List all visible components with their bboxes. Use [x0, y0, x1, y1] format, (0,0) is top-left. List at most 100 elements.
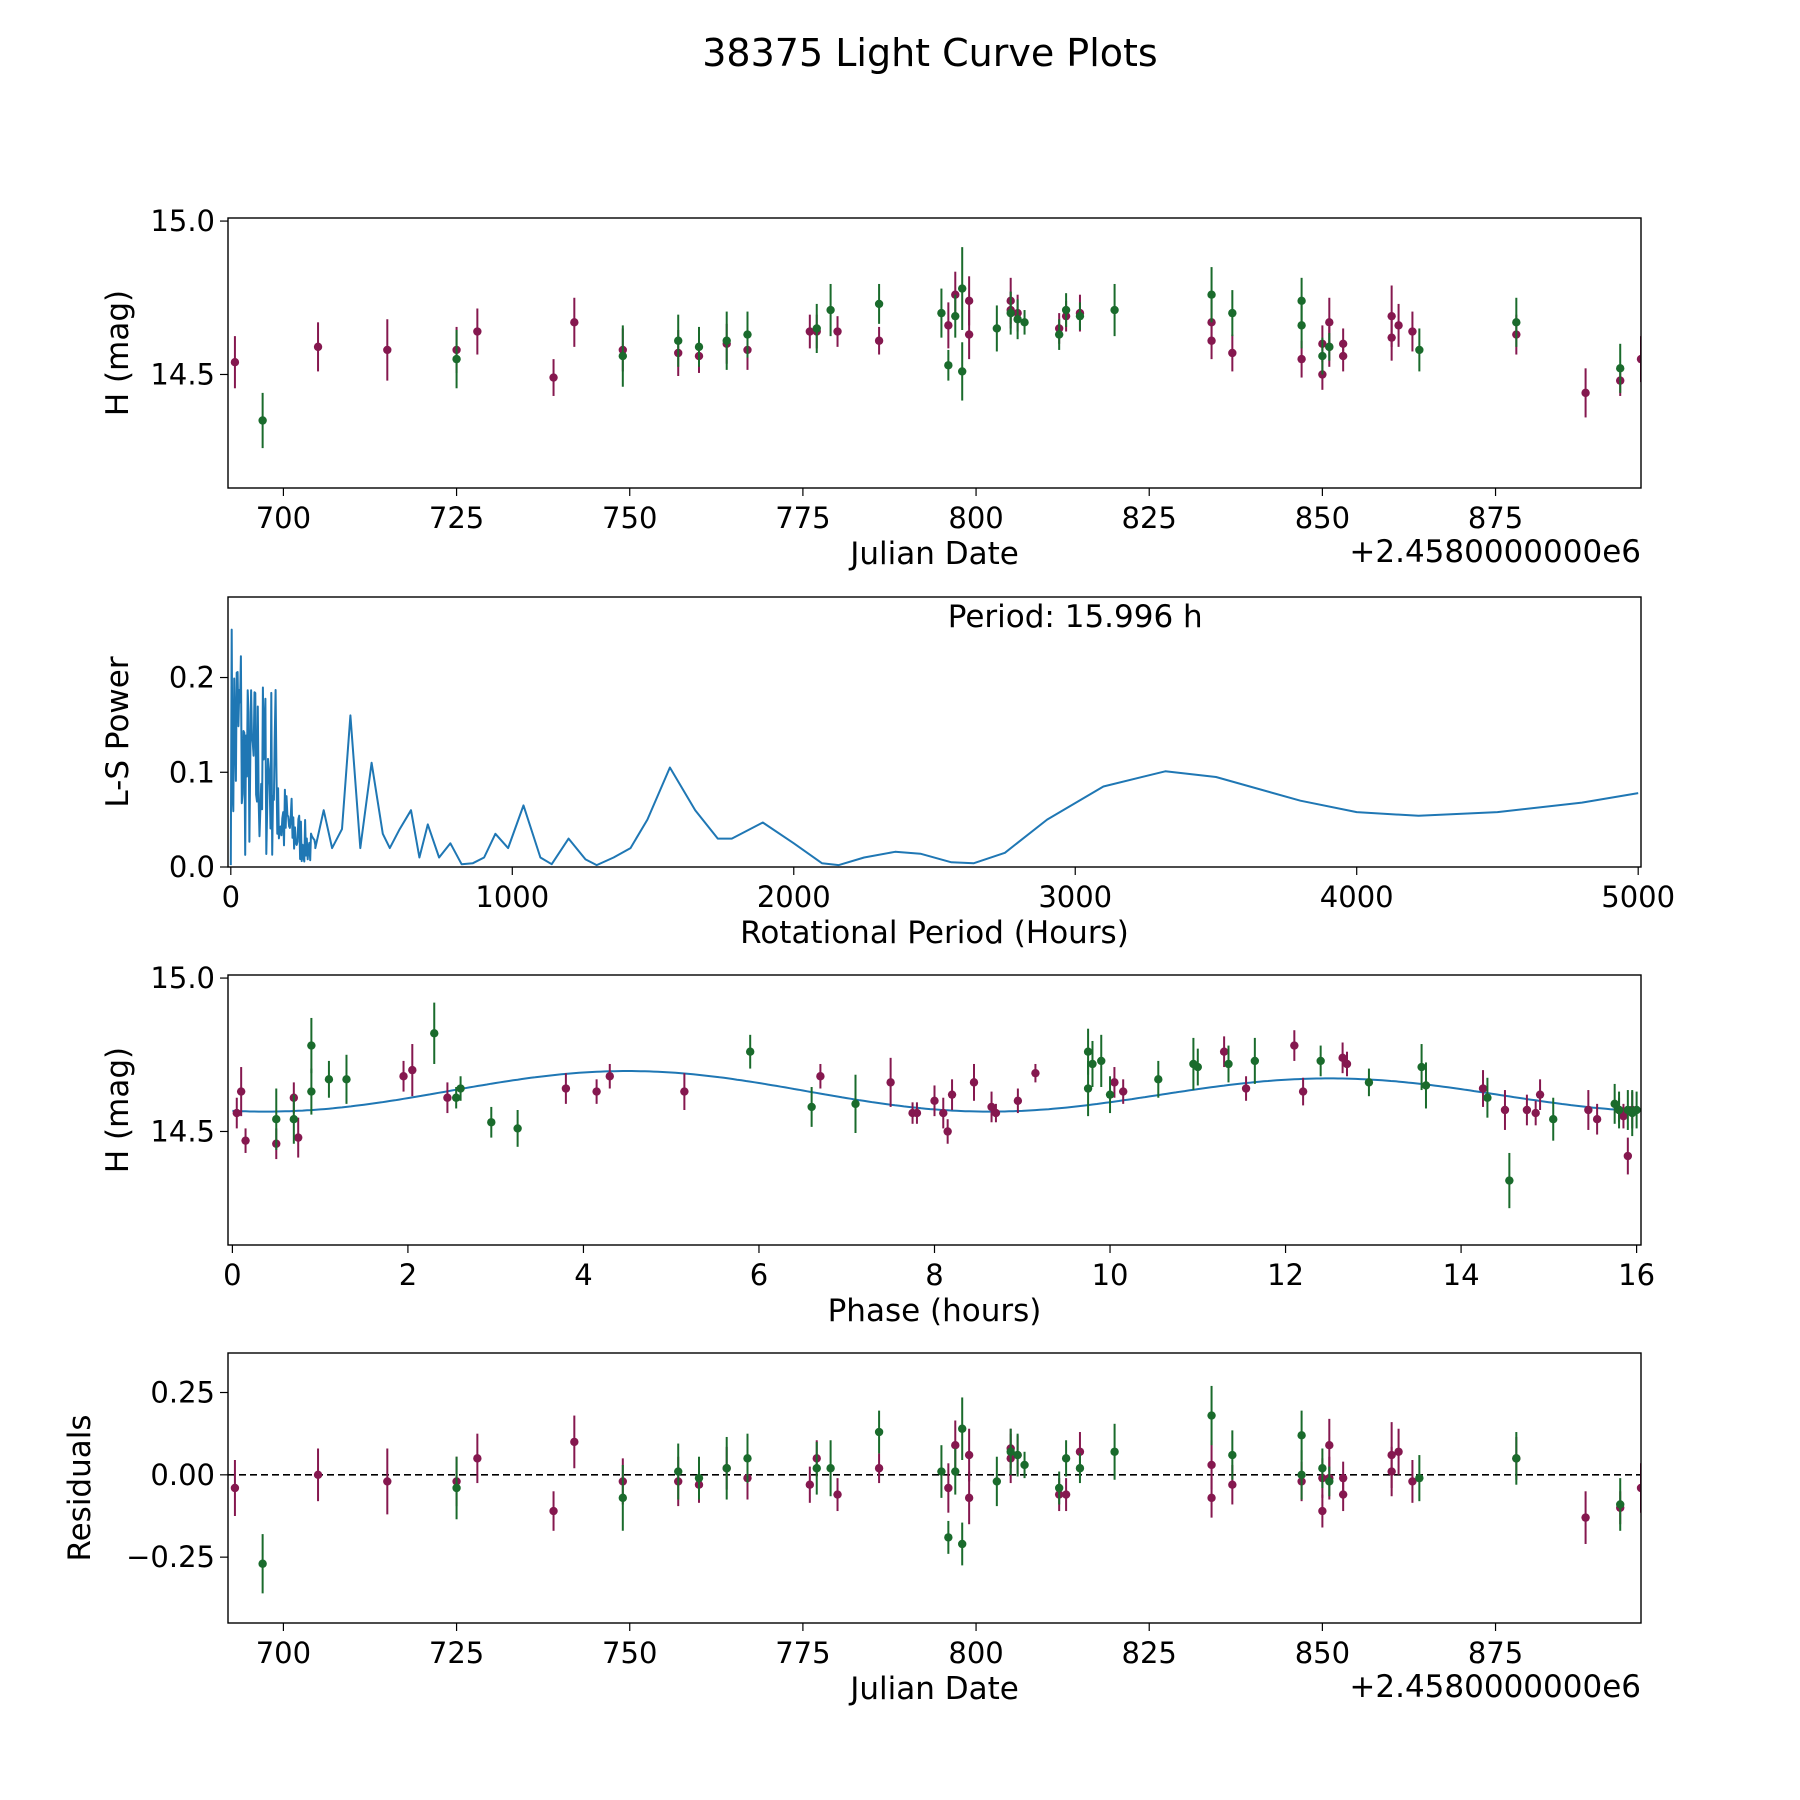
data-point — [383, 1477, 392, 1486]
data-point — [230, 1483, 240, 1493]
data-point — [1623, 1151, 1633, 1161]
data-point — [944, 361, 953, 370]
data-point — [991, 1108, 1001, 1118]
data-point — [826, 1464, 835, 1473]
series-green — [258, 247, 1625, 449]
data-point — [1632, 1105, 1641, 1115]
data-point — [1614, 1105, 1624, 1115]
data-point — [944, 1533, 953, 1542]
data-point — [324, 1075, 334, 1084]
data-point — [874, 1427, 884, 1437]
data-point — [816, 1072, 825, 1081]
data-point — [1616, 1500, 1625, 1509]
data-point — [1006, 308, 1015, 318]
data-point — [951, 1440, 960, 1450]
data-point — [1061, 305, 1071, 315]
data-point — [1083, 1047, 1093, 1056]
data-point — [258, 1559, 267, 1568]
data-point — [307, 1087, 316, 1096]
data-point — [430, 1029, 439, 1038]
data-point — [833, 327, 842, 336]
x-tick-label: 10 — [1092, 1258, 1129, 1292]
data-point — [1483, 1093, 1492, 1102]
x-offset-label: +2.4580000000e6 — [1349, 534, 1641, 570]
data-point — [451, 1093, 461, 1102]
data-point — [1207, 1493, 1216, 1503]
data-point — [958, 367, 967, 376]
data-point — [958, 1539, 967, 1549]
data-point — [1584, 1105, 1593, 1115]
data-point — [1338, 1490, 1348, 1499]
data-point — [272, 1115, 281, 1124]
data-point — [1408, 327, 1417, 336]
data-point — [1228, 1450, 1237, 1460]
data-point — [674, 336, 683, 345]
data-point — [1228, 308, 1237, 318]
y-tick-label: 14.5 — [150, 357, 215, 391]
data-point — [399, 1072, 408, 1081]
period-annotation: Period: 15.996 h — [948, 599, 1203, 635]
data-point — [1512, 1454, 1521, 1463]
data-point — [812, 324, 821, 333]
data-point — [944, 1483, 953, 1493]
data-point — [1415, 345, 1424, 355]
data-point — [236, 1087, 246, 1096]
data-point — [943, 1127, 952, 1136]
data-point — [1020, 1460, 1029, 1470]
data-point — [992, 324, 1002, 333]
x-offset-label: +2.4580000000e6 — [1349, 1669, 1641, 1705]
x-tick-label: 775 — [775, 501, 830, 535]
data-point — [964, 1493, 974, 1503]
y-axis-label: L-S Power — [100, 656, 136, 807]
data-point — [1061, 1454, 1071, 1463]
data-point — [1297, 296, 1306, 306]
x-tick-label: 1000 — [475, 880, 549, 914]
plot-area — [232, 1002, 1641, 1209]
data-point — [592, 1087, 601, 1096]
data-point — [1387, 1450, 1396, 1460]
data-point — [307, 1041, 316, 1050]
x-tick-label: 0 — [223, 1258, 241, 1292]
x-tick-label: 750 — [602, 1636, 657, 1670]
y-tick-label: 0.0 — [169, 850, 215, 884]
y-tick-label: 0.1 — [169, 755, 215, 789]
data-point — [452, 354, 461, 364]
data-point — [1549, 1115, 1558, 1124]
data-point — [951, 290, 960, 299]
data-point — [1318, 1506, 1327, 1516]
x-tick-label: 725 — [429, 1636, 484, 1670]
data-point — [1531, 1108, 1540, 1118]
y-tick-label: 15.0 — [150, 961, 215, 995]
data-point — [294, 1133, 303, 1142]
x-tick-label: 12 — [1267, 1258, 1304, 1292]
data-point — [1535, 1090, 1545, 1099]
data-point — [1325, 342, 1334, 352]
x-tick-label: 8 — [925, 1258, 943, 1292]
data-point — [1500, 1105, 1510, 1115]
axes-frame — [227, 1352, 1642, 1624]
data-point — [232, 1108, 241, 1118]
axes-frame — [227, 217, 1642, 489]
data-point — [944, 321, 953, 330]
axes-frame — [227, 974, 1642, 1246]
y-tick-label: 0.00 — [150, 1458, 215, 1492]
data-point — [452, 1483, 461, 1493]
data-point — [680, 1087, 689, 1096]
data-point — [1228, 1480, 1237, 1489]
data-point — [722, 1464, 731, 1473]
x-tick-label: 825 — [1122, 501, 1177, 535]
data-point — [618, 351, 628, 361]
data-point — [694, 342, 704, 352]
data-point — [1075, 1447, 1085, 1456]
data-point — [969, 1078, 979, 1087]
data-point — [473, 1454, 482, 1463]
x-tick-label: 700 — [256, 1636, 311, 1670]
x-tick-label: 875 — [1468, 501, 1523, 535]
data-point — [289, 1115, 299, 1124]
data-point — [1297, 1431, 1306, 1440]
x-tick-label: 4 — [574, 1258, 592, 1292]
data-point — [1207, 1411, 1216, 1420]
data-point — [964, 296, 974, 306]
